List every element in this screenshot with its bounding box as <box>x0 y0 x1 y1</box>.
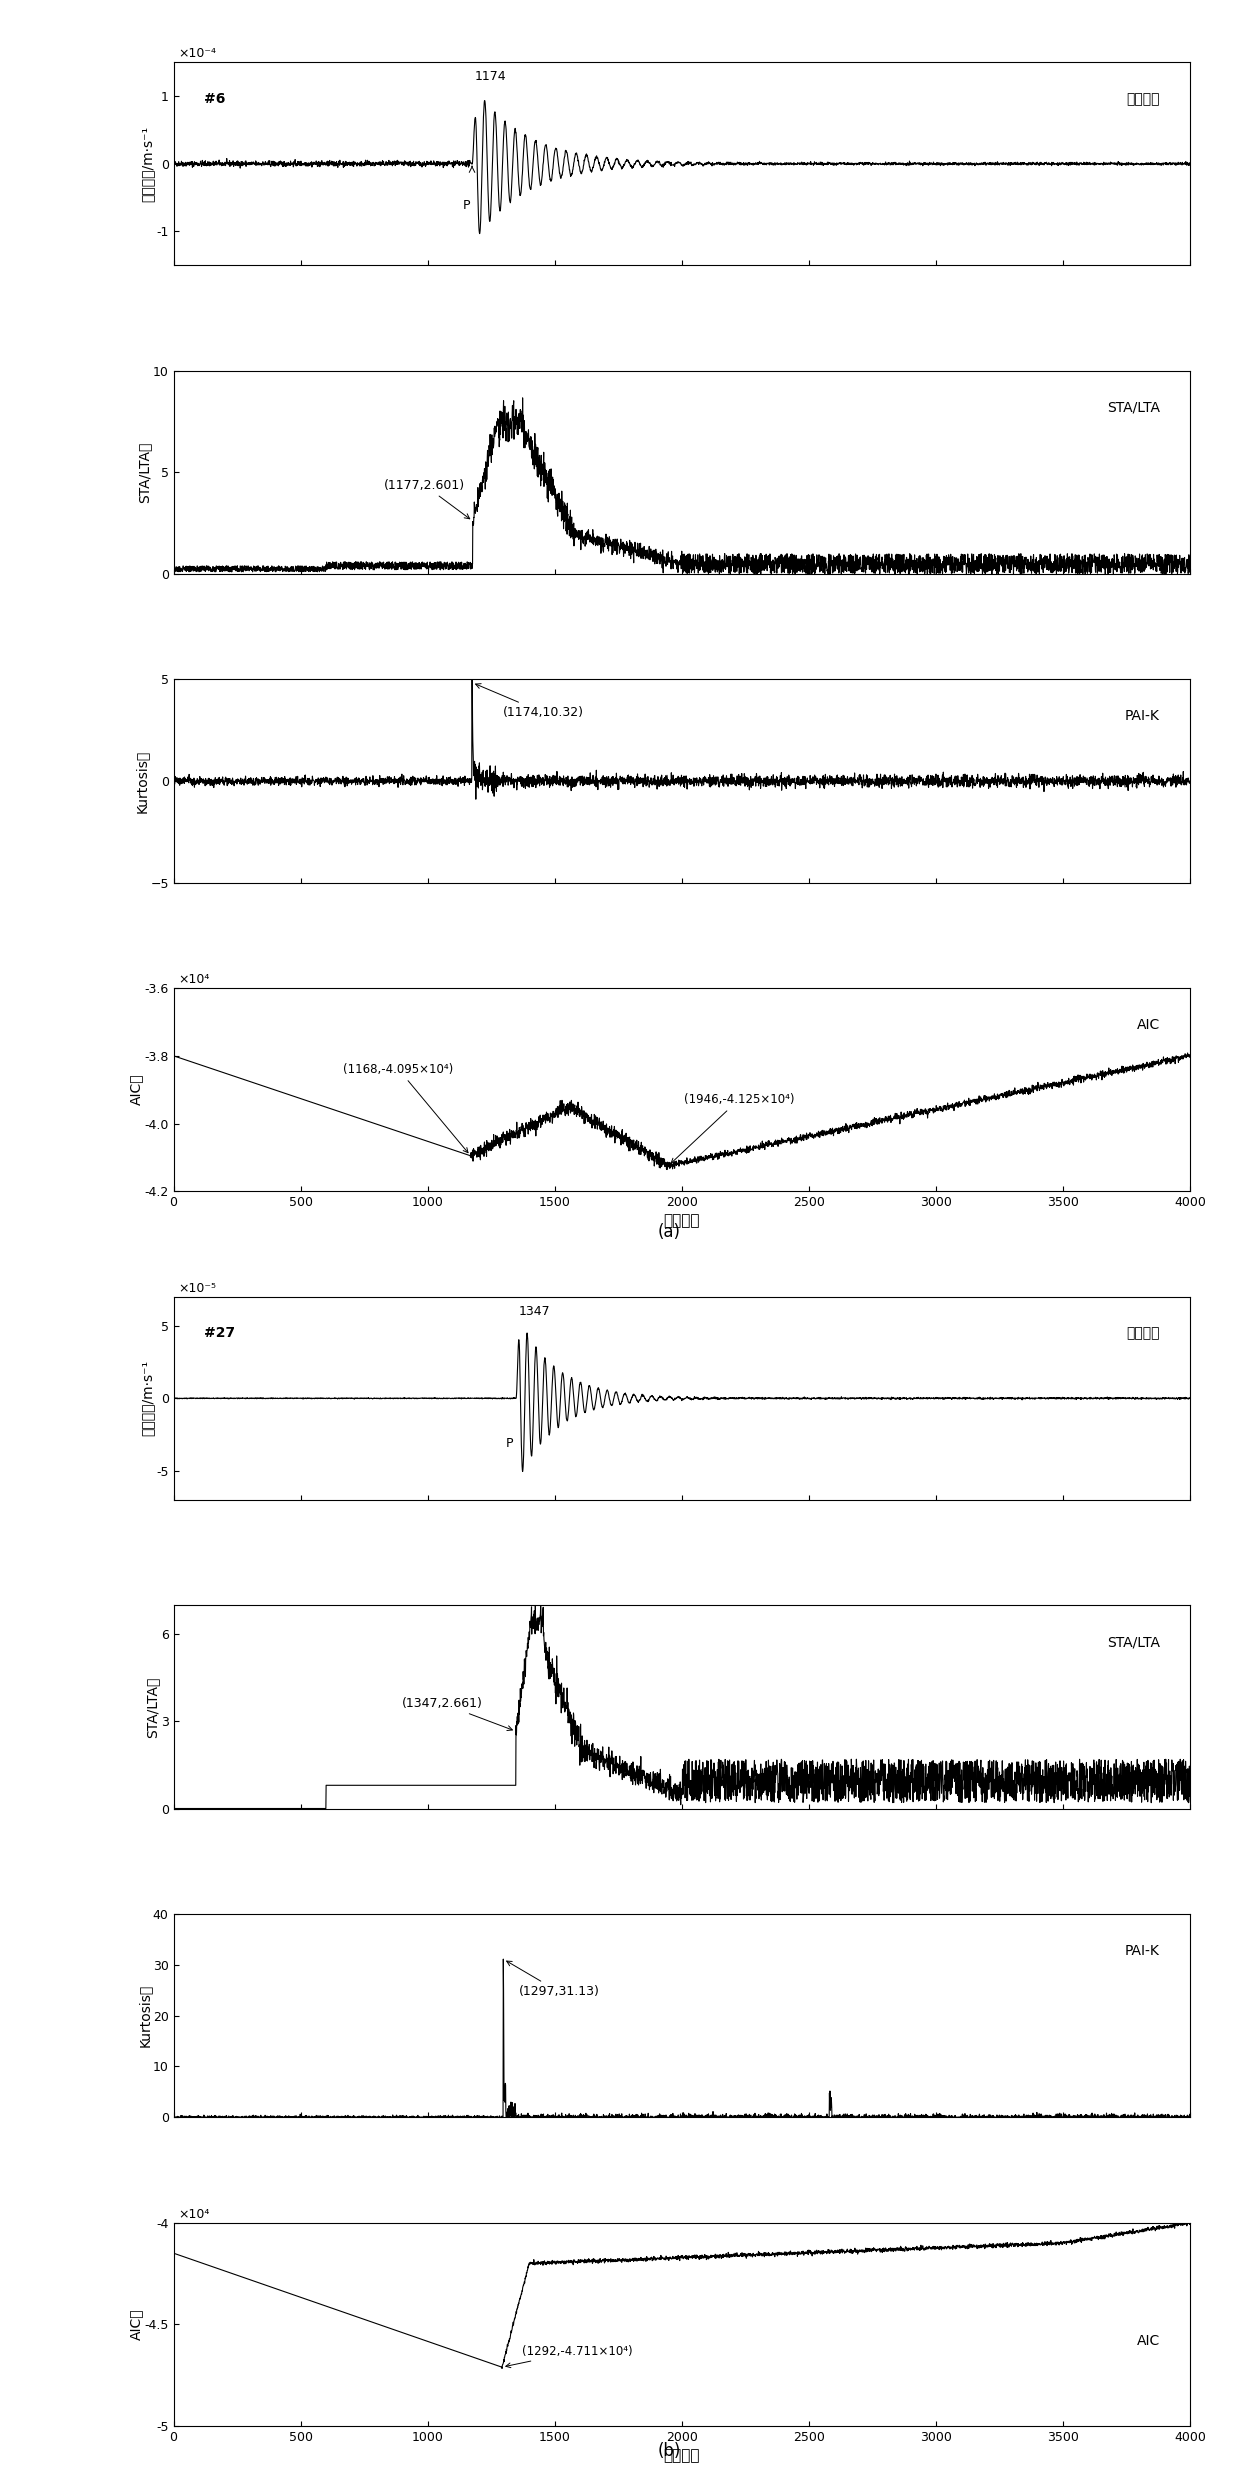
Text: 微震波形: 微震波形 <box>1126 1326 1159 1341</box>
Text: PAI-K: PAI-K <box>1125 1943 1159 1958</box>
Y-axis label: STA/LTA值: STA/LTA值 <box>145 1677 160 1737</box>
Text: 1347: 1347 <box>518 1306 551 1319</box>
Text: 微震波形: 微震波形 <box>1126 92 1159 107</box>
Text: (1292,-4.711×10⁴): (1292,-4.711×10⁴) <box>506 2344 632 2369</box>
X-axis label: 采样点数: 采样点数 <box>663 1214 701 1229</box>
Text: (b): (b) <box>658 2441 681 2461</box>
Text: (1946,-4.125×10⁴): (1946,-4.125×10⁴) <box>671 1092 794 1164</box>
X-axis label: 采样点数: 采样点数 <box>663 2448 701 2463</box>
Text: (1347,2.661): (1347,2.661) <box>402 1697 512 1732</box>
Y-axis label: Kurtosis值: Kurtosis值 <box>135 749 149 814</box>
Y-axis label: AIC值: AIC值 <box>129 2309 143 2341</box>
Text: ×10⁻⁴: ×10⁻⁴ <box>179 47 217 60</box>
Text: P: P <box>464 199 471 211</box>
Text: 1174: 1174 <box>475 70 506 85</box>
Text: (1174,10.32): (1174,10.32) <box>476 684 584 719</box>
Text: PAI-K: PAI-K <box>1125 709 1159 724</box>
Text: (a): (a) <box>658 1222 681 1242</box>
Text: #6: #6 <box>205 92 226 107</box>
Text: ×10⁴: ×10⁴ <box>179 973 210 985</box>
Text: ×10⁴: ×10⁴ <box>179 2207 210 2222</box>
Text: (1177,2.601): (1177,2.601) <box>384 478 470 520</box>
Text: ×10⁻⁵: ×10⁻⁵ <box>179 1281 217 1294</box>
Y-axis label: STA/LTA值: STA/LTA值 <box>138 443 151 503</box>
Y-axis label: AIC值: AIC值 <box>129 1075 143 1105</box>
Text: #27: #27 <box>205 1326 236 1341</box>
Text: (1297,31.13): (1297,31.13) <box>507 1961 599 1998</box>
Text: STA/LTA: STA/LTA <box>1107 401 1159 415</box>
Y-axis label: 速度振幅/m·s⁻¹: 速度振幅/m·s⁻¹ <box>141 127 155 202</box>
Text: (1168,-4.095×10⁴): (1168,-4.095×10⁴) <box>343 1062 467 1152</box>
Text: AIC: AIC <box>1137 2334 1159 2349</box>
Y-axis label: Kurtosis值: Kurtosis值 <box>138 1983 151 2048</box>
Y-axis label: 速度振幅/m·s⁻¹: 速度振幅/m·s⁻¹ <box>141 1361 155 1436</box>
Text: P: P <box>506 1438 513 1451</box>
Text: STA/LTA: STA/LTA <box>1107 1635 1159 1650</box>
Text: AIC: AIC <box>1137 1018 1159 1033</box>
